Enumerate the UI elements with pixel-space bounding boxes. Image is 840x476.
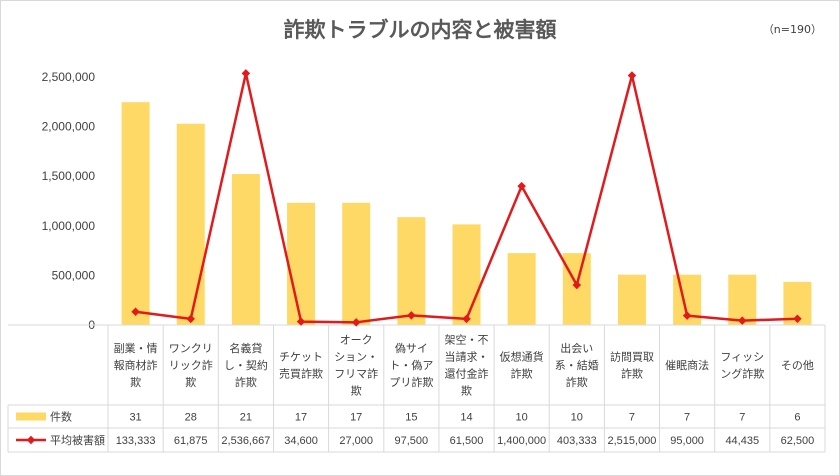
category-label: し・契約 (224, 358, 268, 372)
table-cell-count: 10 (516, 412, 528, 424)
category-label: 詐欺 (511, 367, 533, 381)
table-cell-avg-loss: 44,435 (725, 435, 759, 447)
category-label: 系・結婚 (555, 358, 599, 372)
table-cell-avg-loss: 61,875 (174, 435, 208, 447)
y-tick-label: 1,000,000 (42, 219, 96, 233)
line-point (793, 314, 802, 324)
category-label: 架空・不 (445, 333, 489, 347)
bar (397, 217, 426, 325)
line-point (186, 314, 195, 324)
line-point (407, 311, 416, 320)
table-cell-avg-loss: 97,500 (395, 435, 429, 447)
category-label: フリマ詐 (334, 367, 378, 381)
table-cell-avg-loss: 133,333 (116, 435, 156, 447)
legend-bar-swatch (16, 412, 46, 421)
table-cell-count: 7 (629, 412, 635, 424)
category-label: 偽サイ (395, 341, 428, 355)
category-label: ング詐欺 (720, 367, 764, 381)
table-cell-avg-loss: 61,500 (450, 435, 484, 447)
category-label: 副業・情 (114, 342, 158, 355)
table-cell-avg-loss: 2,536,667 (221, 435, 270, 447)
table-cell-avg-loss: 34,600 (284, 435, 318, 447)
category-label: 詐欺 (621, 367, 643, 381)
category-label: 還付金詐 (445, 367, 489, 381)
line-point (462, 314, 471, 324)
y-tick-label: 2,000,000 (42, 120, 96, 134)
chart-title: 詐欺トラブルの内容と被害額 (284, 18, 557, 42)
category-label: 出会い (560, 341, 593, 355)
table-cell-count: 14 (460, 412, 472, 424)
category-label: ション・ (334, 351, 378, 364)
bar (342, 202, 371, 325)
line-point (131, 307, 140, 317)
line-point (572, 280, 582, 290)
legend-label-avg-loss: 平均被害額 (50, 433, 105, 447)
category-label: ワンクリ (169, 342, 213, 355)
category-label: 催眠商法 (665, 358, 709, 372)
table-cell-avg-loss: 1,400,000 (497, 435, 546, 447)
table-cell-avg-loss: 62,500 (781, 435, 815, 447)
line-point (296, 317, 306, 326)
category-label: 報商材詐 (114, 358, 158, 372)
y-tick-label: 500,000 (52, 268, 96, 282)
category-label: 欺 (185, 376, 196, 389)
category-label: オーク (340, 334, 373, 347)
table-cell-avg-loss: 95,000 (670, 435, 704, 447)
table-cell-count: 17 (295, 412, 307, 424)
bar-series (121, 102, 812, 325)
table-cell-count: 21 (240, 412, 252, 424)
category-label: 当請求・ (445, 350, 489, 364)
line-series (131, 69, 802, 327)
category-label: その他 (781, 359, 814, 372)
bar (452, 224, 481, 325)
category-label: 詐欺 (235, 375, 257, 389)
line-point (241, 69, 251, 78)
table-cell-count: 17 (350, 412, 362, 424)
category-label: プリ詐欺 (389, 375, 433, 389)
category-label: 欺 (461, 385, 472, 398)
category-label: 欺 (130, 376, 141, 389)
category-label: 売買詐欺 (279, 367, 323, 381)
table-cell-count: 15 (405, 412, 417, 424)
bar (507, 253, 536, 325)
y-tick-label: 2,500,000 (42, 70, 96, 84)
line-point (682, 311, 692, 320)
category-label: 詐欺 (566, 375, 588, 389)
category-label: 名義貸 (229, 341, 262, 355)
table-cell-count: 7 (739, 412, 745, 424)
line-point (738, 316, 747, 325)
y-tick-label: 1,500,000 (42, 169, 96, 183)
table-cell-avg-loss: 2,515,000 (607, 435, 656, 447)
line-point (351, 318, 361, 327)
bar (121, 102, 150, 325)
table-cell-avg-loss: 27,000 (339, 435, 373, 447)
table-cell-count: 28 (185, 412, 197, 424)
category-label: 仮想通貨 (500, 350, 544, 364)
category-label: 訪問買取 (610, 350, 654, 364)
table-cell-count: 6 (794, 412, 800, 424)
table-cell-count: 31 (129, 412, 141, 424)
bar (176, 123, 205, 325)
category-label: 欺 (351, 385, 362, 398)
table-cell-avg-loss: 403,333 (557, 435, 597, 447)
table-cell-count: 10 (571, 412, 583, 424)
category-label: リック詐 (169, 358, 213, 372)
category-label: チケット (279, 351, 323, 364)
category-label: ト・偽ア (389, 358, 433, 372)
bar (617, 274, 646, 325)
category-label: フィッシ (720, 351, 764, 364)
legend-label-count: 件数 (50, 411, 72, 424)
legend-line-marker (26, 435, 36, 445)
sample-size-note: （n=190） (763, 23, 822, 36)
bar (231, 174, 260, 325)
table-cell-count: 7 (684, 412, 690, 424)
bar (287, 202, 316, 325)
